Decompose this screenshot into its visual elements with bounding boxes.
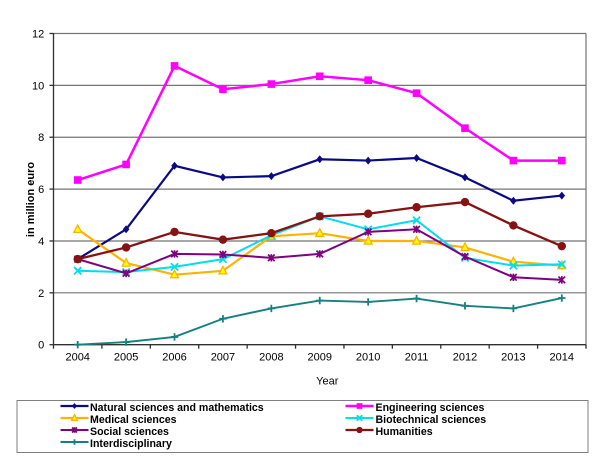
svg-text:2006: 2006 [162, 351, 186, 363]
svg-text:Humanities: Humanities [376, 426, 433, 438]
svg-text:10: 10 [32, 80, 44, 92]
svg-text:12: 12 [32, 29, 44, 41]
svg-text:6: 6 [38, 184, 44, 196]
svg-text:2012: 2012 [453, 351, 477, 363]
svg-text:2007: 2007 [211, 351, 235, 363]
svg-text:2014: 2014 [550, 351, 574, 363]
svg-text:Medical sciences: Medical sciences [90, 414, 177, 426]
svg-text:Interdisciplinary: Interdisciplinary [90, 438, 172, 450]
svg-text:in million euro: in million euro [25, 162, 37, 237]
svg-text:4: 4 [38, 236, 44, 248]
svg-text:8: 8 [38, 132, 44, 144]
svg-text:Natural sciences and mathemati: Natural sciences and mathematics [90, 402, 264, 414]
svg-text:2008: 2008 [259, 351, 283, 363]
svg-text:0: 0 [38, 340, 44, 352]
svg-text:Biotechnical sciences: Biotechnical sciences [376, 414, 487, 426]
svg-text:Engineering sciences: Engineering sciences [376, 402, 485, 414]
svg-text:2011: 2011 [405, 351, 429, 363]
svg-text:2009: 2009 [308, 351, 332, 363]
svg-text:Social sciences: Social sciences [90, 426, 169, 438]
svg-text:Year: Year [316, 376, 339, 388]
svg-text:2: 2 [38, 288, 44, 300]
svg-text:2005: 2005 [114, 351, 138, 363]
svg-text:2010: 2010 [356, 351, 380, 363]
svg-text:2013: 2013 [501, 351, 525, 363]
svg-text:2004: 2004 [65, 351, 89, 363]
